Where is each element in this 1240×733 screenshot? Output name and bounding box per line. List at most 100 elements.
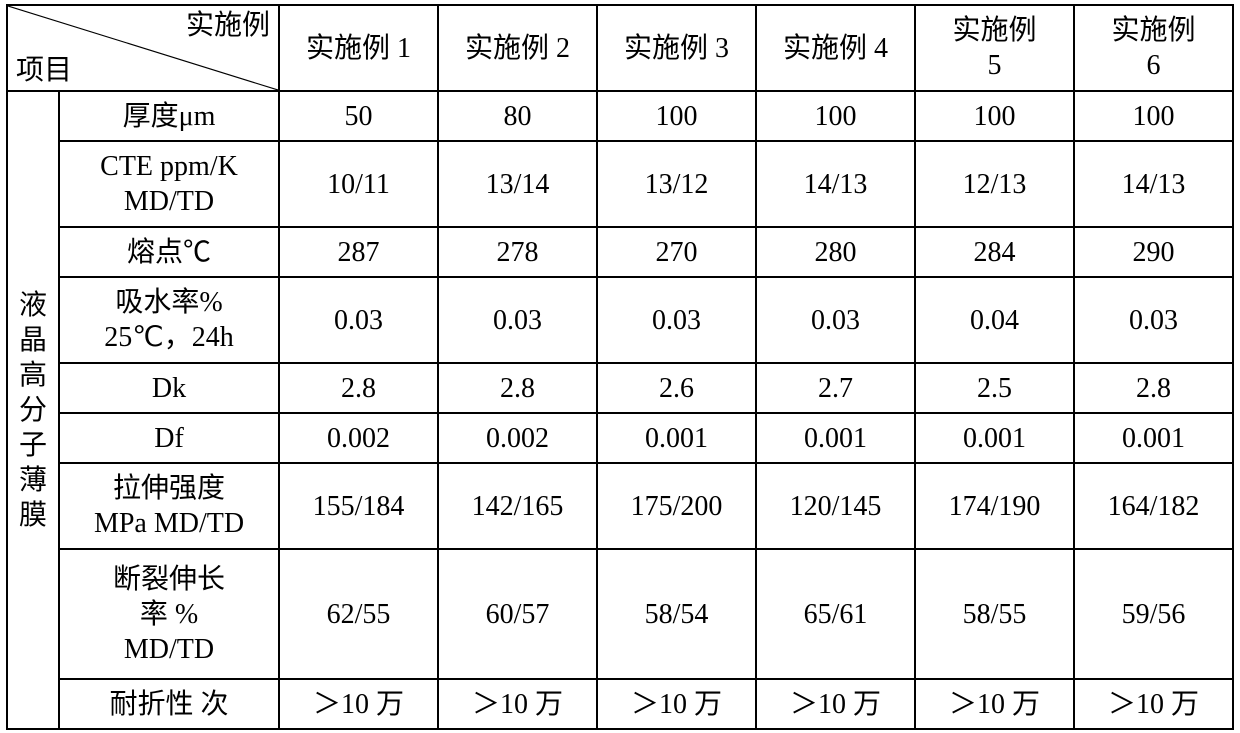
value-text: 270 [656,237,698,268]
property-cell: Dk [59,363,279,413]
value-cell: ＞10 万 [756,679,915,729]
property-cell: 耐折性 次 [59,679,279,729]
value-cell: 14/13 [1074,141,1233,227]
value-cell: 14/13 [756,141,915,227]
value-cell: 100 [915,91,1074,141]
value-text: 280 [815,237,857,268]
value-text: 142/165 [472,491,564,522]
col-header-ex3: 实施例 3 [597,5,756,91]
value-cell: 174/190 [915,463,1074,549]
value-cell: ＞10 万 [438,679,597,729]
value-text: 13/12 [645,169,709,200]
value-cell: 62/55 [279,549,438,679]
col-header-text: 实施例 3 [624,33,729,64]
value-text: 100 [1133,101,1175,132]
value-cell: 0.001 [1074,413,1233,463]
value-text: 155/184 [313,491,405,522]
property-cell: 断裂伸长率 %MD/TD [59,549,279,679]
value-text: 0.002 [486,423,549,454]
value-text: 174/190 [949,491,1041,522]
value-text: 0.002 [327,423,390,454]
value-text: 14/13 [1122,169,1186,200]
value-cell: ＞10 万 [915,679,1074,729]
value-text: 13/14 [486,169,550,200]
value-cell: 58/55 [915,549,1074,679]
value-cell: 290 [1074,227,1233,277]
value-cell: 287 [279,227,438,277]
property-text: 耐折性 次 [109,689,228,720]
value-text: 0.001 [1122,423,1185,454]
value-text: 0.001 [963,423,1026,454]
value-text: 2.8 [500,373,535,404]
col-header-text: 实施例5 [952,15,1036,81]
data-table: 实施例 项目 实施例 1 实施例 2 实施例 3 实施例 4 实施例5 实施例6… [6,4,1234,730]
value-text: ＞10 万 [313,689,404,720]
value-text: 100 [815,101,857,132]
value-cell: 2.8 [279,363,438,413]
value-cell: 270 [597,227,756,277]
col-header-ex5: 实施例5 [915,5,1074,91]
value-cell: 0.001 [915,413,1074,463]
value-text: 62/55 [327,599,391,630]
value-text: 2.8 [341,373,376,404]
value-text: 0.001 [645,423,708,454]
value-cell: 0.03 [438,277,597,363]
value-text: 100 [656,101,698,132]
value-text: 80 [504,101,532,132]
value-cell: 12/13 [915,141,1074,227]
property-cell: 熔点℃ [59,227,279,277]
value-cell: 142/165 [438,463,597,549]
value-text: 2.5 [977,373,1012,404]
value-cell: 284 [915,227,1074,277]
col-header-ex2: 实施例 2 [438,5,597,91]
value-cell: 2.7 [756,363,915,413]
table-row: 断裂伸长率 %MD/TD 62/55 60/57 58/54 65/61 58/… [7,549,1233,679]
col-header-text: 实施例 1 [306,33,411,64]
value-cell: ＞10 万 [279,679,438,729]
table-row: 熔点℃ 287 278 270 280 284 290 [7,227,1233,277]
diag-bottom-label: 项目 [16,53,72,88]
value-text: 65/61 [804,599,868,630]
value-text: ＞10 万 [1108,689,1199,720]
value-text: 58/55 [963,599,1027,630]
value-cell: 13/14 [438,141,597,227]
value-text: ＞10 万 [949,689,1040,720]
value-cell: ＞10 万 [1074,679,1233,729]
value-text: 0.03 [334,305,383,336]
table-row: 拉伸强度MPa MD/TD 155/184 142/165 175/200 12… [7,463,1233,549]
property-text: 吸水率%25℃，24h [104,287,233,353]
value-cell: 175/200 [597,463,756,549]
property-text: Dk [152,373,186,404]
property-text: 拉伸强度MPa MD/TD [94,473,244,539]
value-cell: 0.03 [597,277,756,363]
value-text: 164/182 [1108,491,1200,522]
value-cell: 0.03 [279,277,438,363]
value-cell: 0.001 [597,413,756,463]
table-row: 吸水率%25℃，24h 0.03 0.03 0.03 0.03 0.04 0.0… [7,277,1233,363]
property-cell: 厚度μm [59,91,279,141]
value-text: 290 [1133,237,1175,268]
property-cell: 拉伸强度MPa MD/TD [59,463,279,549]
value-cell: 60/57 [438,549,597,679]
property-text: 断裂伸长率 %MD/TD [113,564,225,665]
property-cell: 吸水率%25℃，24h [59,277,279,363]
value-cell: 100 [756,91,915,141]
value-text: 2.6 [659,373,694,404]
value-cell: 13/12 [597,141,756,227]
value-cell: 10/11 [279,141,438,227]
table-row: Dk 2.8 2.8 2.6 2.7 2.5 2.8 [7,363,1233,413]
value-cell: 0.002 [438,413,597,463]
value-text: 60/57 [486,599,550,630]
col-header-ex6: 实施例6 [1074,5,1233,91]
value-text: 0.03 [1129,305,1178,336]
value-cell: 50 [279,91,438,141]
value-text: 175/200 [631,491,723,522]
value-cell: 0.04 [915,277,1074,363]
col-header-text: 实施例6 [1111,15,1195,81]
value-cell: 65/61 [756,549,915,679]
diagonal-header-cell: 实施例 项目 [7,5,279,91]
property-text: 熔点℃ [127,237,211,268]
property-text: CTE ppm/KMD/TD [100,151,238,217]
value-text: 50 [345,101,373,132]
value-text: 59/56 [1122,599,1186,630]
